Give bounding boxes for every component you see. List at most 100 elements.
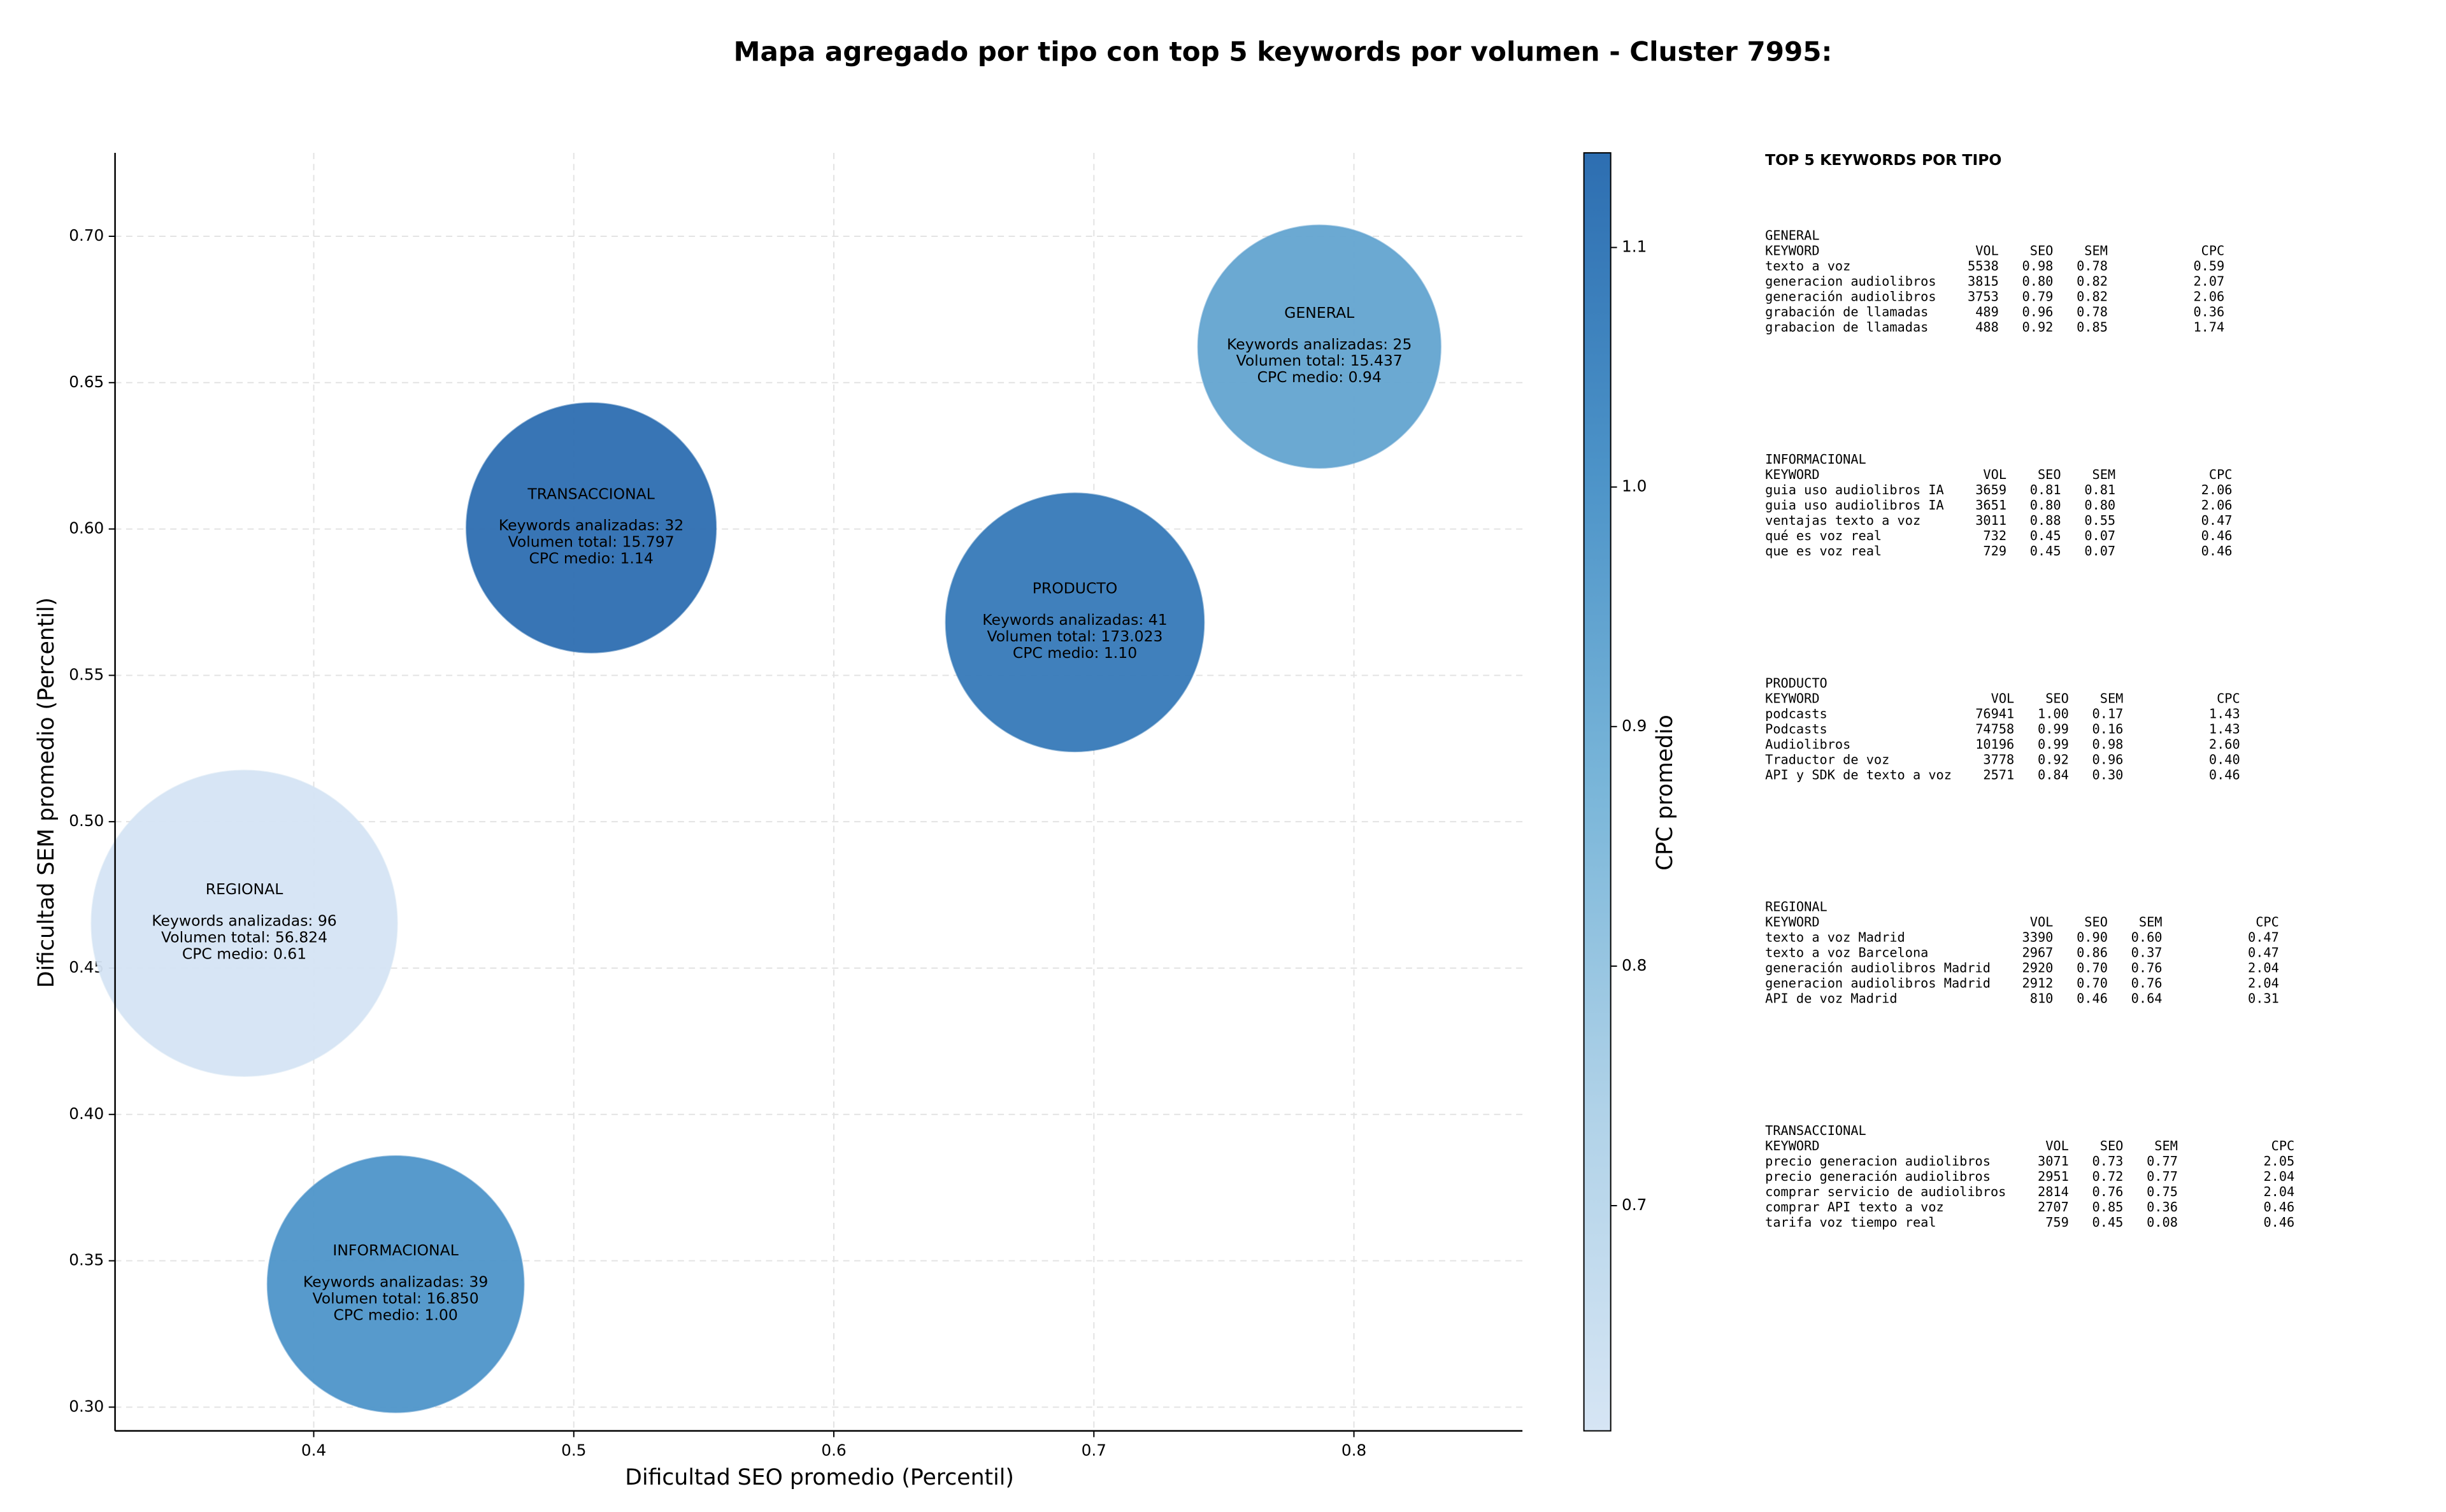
table-cell: 0.16	[2092, 721, 2124, 736]
table-cell: 2.60	[2209, 736, 2240, 752]
table-cell: 2.04	[2263, 1184, 2294, 1199]
table-cell: comprar API texto a voz	[1765, 1199, 1944, 1215]
bubble-annotation: Volumen total: 173.023	[987, 627, 1162, 645]
bubble-name: INFORMACIONAL	[333, 1241, 458, 1259]
table-cell: 0.08	[2147, 1215, 2178, 1230]
table-cell: guia uso audiolibros IA	[1765, 482, 1944, 497]
table-cell: Traductor de voz	[1765, 752, 1889, 767]
column-header: VOL	[1991, 690, 2015, 706]
colorbar-label: CPC promedio	[1652, 715, 1678, 871]
bubble	[90, 769, 398, 1077]
table-cell: 2571	[1983, 767, 2014, 782]
table-cell: 0.88	[2030, 513, 2061, 528]
table-cell: grabación de llamadas	[1765, 304, 1928, 320]
table-cell: 0.46	[2263, 1215, 2294, 1230]
table-cell: 74758	[1975, 721, 2014, 736]
table-cell: 0.90	[2077, 930, 2108, 945]
table-cell: 2.04	[2248, 960, 2279, 976]
table-cell: 810	[2030, 991, 2054, 1006]
column-header: CPC	[2256, 915, 2279, 930]
table-cell: 10196	[1975, 736, 2014, 752]
table-cell: 1.74	[2193, 320, 2224, 335]
bubble-annotation: Volumen total: 15.437	[1236, 352, 1403, 369]
column-header: VOL	[2030, 915, 2054, 930]
table-cell: 0.80	[2084, 497, 2115, 513]
y-tick-label: 0.35	[69, 1251, 104, 1269]
colorbar	[1583, 152, 1612, 1432]
column-header: CPC	[2201, 243, 2225, 259]
table-cell: 2.06	[2193, 289, 2224, 304]
table-cell: 0.82	[2077, 274, 2108, 289]
x-tick-label: 0.5	[561, 1441, 586, 1460]
bubble-name: GENERAL	[1284, 304, 1354, 322]
table-cell: 2951	[2038, 1169, 2069, 1184]
table-cell: 2.04	[2248, 976, 2279, 991]
table-cell: 1.43	[2209, 721, 2240, 736]
table-cell: 0.40	[2209, 752, 2240, 767]
table-cell: 0.45	[2030, 528, 2061, 543]
bubble-annotation: Volumen total: 56.824	[161, 929, 327, 946]
table-cell: 0.81	[2084, 482, 2115, 497]
table-cell: 0.47	[2201, 513, 2233, 528]
table-cell: 0.36	[2193, 304, 2224, 320]
section-name: INFORMACIONAL	[1765, 452, 1866, 467]
table-cell: 0.46	[2077, 991, 2108, 1006]
table-cell: 0.80	[2022, 274, 2054, 289]
x-tick-label: 0.4	[301, 1441, 326, 1460]
table-cell: 0.17	[2092, 706, 2124, 721]
table-cell: 0.78	[2077, 259, 2108, 274]
y-tick-label: 0.40	[69, 1104, 104, 1123]
colorbar-tick-label: 1.0	[1622, 477, 1647, 496]
table-cell: 2.06	[2201, 482, 2233, 497]
table-cell: generacion audiolibros	[1765, 274, 1936, 289]
column-header: SEO	[2084, 915, 2108, 930]
y-axis-label: Dificultad SEM promedio (Percentil)	[34, 597, 59, 988]
table-cell: 0.96	[2022, 304, 2054, 320]
table-cell: 3778	[1983, 752, 2014, 767]
table-cell: 3011	[1975, 513, 2006, 528]
table-cell: podcasts	[1765, 706, 1827, 721]
table-cell: 0.76	[2131, 976, 2163, 991]
table-cell: 0.45	[2030, 543, 2061, 559]
table-cell: 759	[2045, 1215, 2069, 1230]
chart-title: Mapa agregado por tipo con top 5 keyword…	[734, 36, 1833, 68]
column-header: SEM	[2084, 243, 2108, 259]
colorbar-tick-label: 0.9	[1622, 717, 1647, 735]
table-cell: 0.82	[2077, 289, 2108, 304]
table-cell: 0.31	[2248, 991, 2279, 1006]
table-cell: 2912	[2022, 976, 2054, 991]
section-name: GENERAL	[1765, 228, 1819, 243]
table-cell: 0.46	[2201, 528, 2233, 543]
table-cell: 0.70	[2077, 960, 2108, 976]
bubble-annotation: Keywords analizadas: 39	[303, 1273, 488, 1290]
y-tick-label: 0.65	[69, 373, 104, 391]
table-cell: texto a voz	[1765, 259, 1850, 274]
table-cell: 0.99	[2038, 736, 2069, 752]
column-header: CPC	[2217, 690, 2240, 706]
table-cell: qué es voz real	[1765, 528, 1882, 543]
table-cell: 3390	[2022, 930, 2054, 945]
table-cell: 3659	[1975, 482, 2006, 497]
bubble-name: PRODUCTO	[1033, 580, 1118, 597]
table-cell: 0.80	[2030, 497, 2061, 513]
table-cell: 0.60	[2131, 930, 2163, 945]
bubble-annotation: CPC medio: 1.00	[333, 1306, 457, 1323]
table-cell: 2.07	[2193, 274, 2224, 289]
table-cell: 0.84	[2038, 767, 2069, 782]
y-tick-label: 0.70	[69, 226, 104, 245]
table-cell: 2.05	[2263, 1153, 2294, 1169]
table-cell: 0.46	[2209, 767, 2240, 782]
table-cell: ventajas texto a voz	[1765, 513, 1920, 528]
table-cell: 0.85	[2092, 1199, 2124, 1215]
table-cell: 2920	[2022, 960, 2054, 976]
bubble	[466, 402, 717, 653]
table-cell: 489	[1975, 304, 1999, 320]
column-header: SEM	[2092, 467, 2116, 482]
table-cell: 3651	[1975, 497, 2006, 513]
table-cell: 0.79	[2022, 289, 2054, 304]
bubble-name: REGIONAL	[206, 880, 283, 898]
table-cell: 0.47	[2248, 945, 2279, 960]
table-cell: 0.78	[2077, 304, 2108, 320]
